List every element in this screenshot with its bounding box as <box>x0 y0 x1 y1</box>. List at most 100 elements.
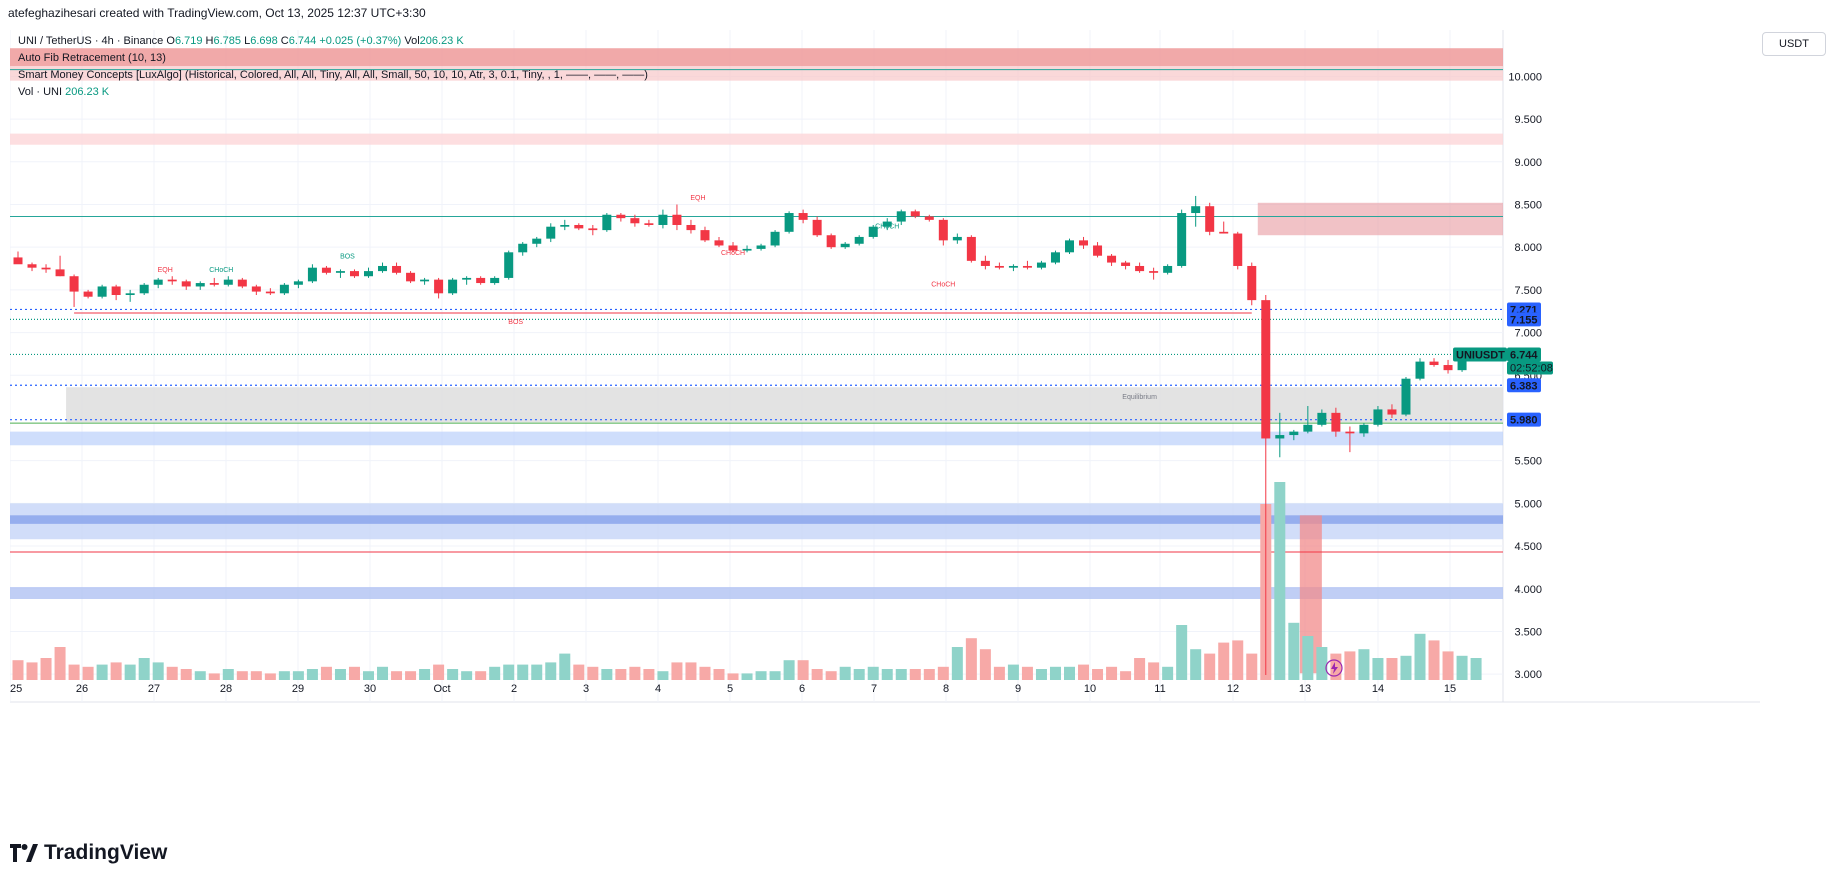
vol-label: Vol <box>404 35 420 47</box>
candle-body <box>840 243 850 248</box>
volume-bar <box>1064 666 1075 680</box>
candle-body <box>672 214 682 225</box>
candle-body <box>938 219 948 241</box>
candle-body <box>1247 265 1257 301</box>
volume-bar <box>26 662 38 680</box>
indicator-smc-legend[interactable]: Smart Money Concepts [LuxAlgo] (Historic… <box>18 69 648 81</box>
volume-bar <box>643 669 655 680</box>
candle-body <box>756 245 766 249</box>
price-chart[interactable]: EQH CHoCH BOS BOS EQH CHoCH CHoCH CHoCH Equilibr… <box>10 30 1760 795</box>
price-axis-label: 6.744 <box>1510 349 1538 361</box>
candle-body <box>1107 255 1117 263</box>
candle-body <box>139 284 149 294</box>
candle-body <box>1050 252 1060 263</box>
candle-body <box>1331 412 1341 432</box>
countdown-axis-label: 02:52:08 <box>1510 362 1553 374</box>
low-label: L <box>244 35 251 47</box>
volume-bar <box>1120 671 1132 680</box>
volume-bar <box>461 671 473 680</box>
volume-bar <box>685 662 697 680</box>
tradingview-logo[interactable]: TradingView <box>10 838 167 868</box>
candle-body <box>462 277 472 280</box>
y-axis-tick-label: 10.000 <box>1508 71 1542 83</box>
candle-body <box>97 286 107 297</box>
candle-body <box>41 267 51 270</box>
volume-bar <box>447 669 459 680</box>
candle-body <box>1093 245 1103 256</box>
candle-body <box>868 226 878 237</box>
low-value: 6.698 <box>250 35 278 47</box>
volume-bar <box>727 673 739 680</box>
x-axis-tick-label: 14 <box>1372 683 1384 695</box>
price-axis-label: 6.383 <box>1510 380 1538 392</box>
candle-body <box>644 223 654 225</box>
volume-bar <box>264 673 276 680</box>
candle-body <box>223 279 233 285</box>
currency-selector[interactable]: USDT <box>1762 32 1826 56</box>
volume-bar <box>587 666 599 680</box>
volume-bar <box>699 666 711 680</box>
candle-body <box>1022 265 1032 268</box>
volume-bar <box>152 662 164 680</box>
candle-body <box>195 283 205 287</box>
candle-body <box>504 252 514 278</box>
candle-body <box>812 219 822 236</box>
volume-bar <box>292 671 304 680</box>
volume-bar <box>713 669 725 680</box>
volume-bar <box>1428 640 1440 680</box>
candle-body <box>490 277 500 284</box>
volume-bar <box>1414 633 1426 680</box>
volume-bar <box>1330 653 1342 680</box>
x-axis-tick-label: 13 <box>1299 683 1311 695</box>
x-axis-tick-label: 27 <box>148 683 160 695</box>
volume-bar <box>1400 655 1412 680</box>
x-axis-tick-label: 3 <box>583 683 589 695</box>
volume-bar <box>12 660 24 680</box>
price-axis-label-bg <box>1507 347 1541 362</box>
volume-bar <box>657 671 669 680</box>
attribution-text: atefeghazihesari created with TradingVie… <box>8 6 426 20</box>
volume-bar <box>1049 666 1061 680</box>
volume-bar <box>531 664 543 680</box>
volume-legend[interactable]: Vol · UNI 206.23 K <box>18 86 109 98</box>
candle-body <box>55 269 65 277</box>
volume-bar <box>909 669 921 680</box>
candle-body <box>27 264 37 268</box>
indicator-fib-legend[interactable]: Auto Fib Retracement (10, 13) <box>18 52 166 64</box>
volume-bar <box>320 666 332 680</box>
candle-body <box>307 267 317 282</box>
candle-body <box>13 257 23 265</box>
tradingview-logo-text: TradingView <box>44 841 168 864</box>
volume-bar <box>180 669 192 680</box>
volume-bar <box>755 671 767 680</box>
candle-body <box>1401 378 1411 415</box>
close-value: 6.744 <box>288 35 317 47</box>
smc-label: BOS <box>340 253 355 260</box>
x-axis-tick-label: 29 <box>292 683 304 695</box>
x-axis-tick-label: 2 <box>511 683 517 695</box>
chart-area[interactable]: EQH CHoCH BOS BOS EQH CHoCH CHoCH CHoCH Equilibr… <box>10 30 1760 795</box>
candle-body <box>1429 361 1439 366</box>
candle-body <box>364 271 373 277</box>
candle-body <box>1135 265 1145 272</box>
x-axis-tick-label: Oct <box>433 683 450 695</box>
volume-bar <box>1078 664 1090 680</box>
countdown-axis-label-bg <box>1507 361 1553 375</box>
x-axis-tick-label: 30 <box>364 683 376 695</box>
candle-body <box>882 221 892 227</box>
zone-box <box>10 431 1503 446</box>
price-axis-label-bg <box>1507 412 1541 427</box>
candle-body <box>125 293 135 296</box>
candle-body <box>1233 233 1243 266</box>
y-axis-tick-label: 9.000 <box>1514 157 1542 169</box>
volume-bar <box>993 666 1005 680</box>
symbol-name[interactable]: UNI / TetherUS · 4h · Binance <box>18 35 164 47</box>
volume-bar <box>306 669 318 680</box>
volume-bar <box>1456 655 1468 680</box>
volume-bar <box>1106 666 1118 680</box>
smc-label: CHoCH <box>721 250 745 257</box>
volume-bar <box>741 673 753 680</box>
candle-body <box>1275 435 1285 439</box>
high-value: 6.785 <box>213 35 242 47</box>
candle-body <box>924 216 934 220</box>
